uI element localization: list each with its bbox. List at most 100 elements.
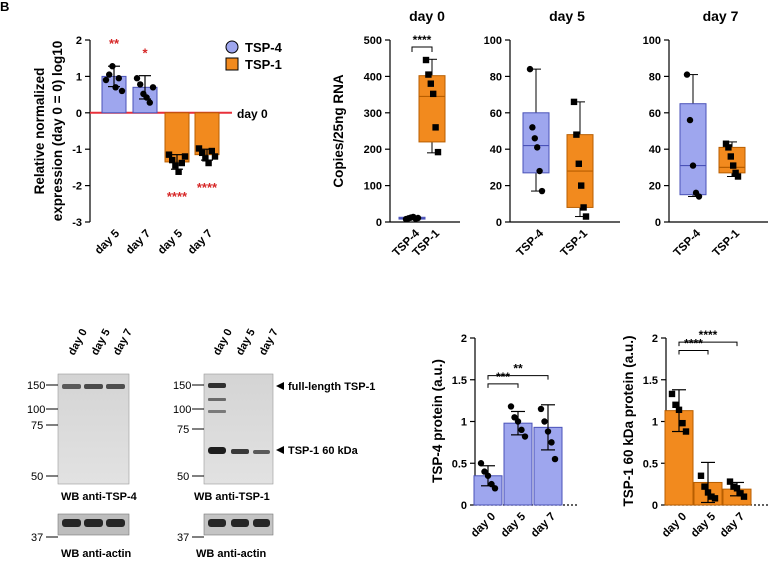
data-point — [534, 144, 541, 151]
data-point — [704, 489, 712, 496]
box — [522, 112, 550, 174]
blot-tsp1-actin-marker: 37 — [177, 532, 189, 544]
blot-tsp1-band-60kda — [208, 447, 226, 454]
y-tick-label: 0 — [461, 500, 467, 512]
data-point — [422, 56, 430, 64]
data-point — [575, 160, 582, 167]
data-point — [432, 124, 439, 131]
data-point — [722, 140, 730, 147]
blot-tsp1-band-60kda — [253, 450, 270, 454]
data-point — [146, 99, 153, 106]
data-point — [430, 90, 437, 98]
data-point — [725, 144, 732, 151]
y-tick-label: 20 — [490, 181, 502, 193]
y-tick-label: 1 — [652, 417, 658, 429]
y-tick-label: 40 — [490, 144, 502, 156]
y-tick-label: 0.5 — [643, 458, 658, 470]
y-tick-label: 0 — [496, 217, 502, 229]
y-tick-label: 60 — [490, 108, 502, 120]
data-point — [211, 153, 219, 160]
data-point — [580, 204, 587, 211]
x-tick-label: day 7 — [718, 511, 747, 540]
legend-label-tsp1: TSP-1 — [245, 57, 282, 72]
legend-swatch-tsp4 — [225, 40, 239, 54]
data-point — [668, 390, 676, 398]
chart-copies-day5: 0 20 40 60 80 100 day 5 TSP-4 TSP-1 — [484, 8, 620, 259]
data-point — [521, 433, 529, 440]
data-point — [573, 131, 580, 138]
blot-actin-band — [231, 519, 249, 527]
significance-bracket — [411, 46, 433, 52]
data-point — [195, 145, 203, 152]
blot-tsp1-marker: 75 — [177, 424, 189, 436]
data-point — [112, 84, 119, 91]
data-point — [536, 167, 543, 175]
blot-tsp1-lane-label: day 0 — [211, 327, 235, 357]
blot-tsp1-membrane — [203, 373, 274, 485]
data-point — [414, 214, 422, 222]
y-tick-label: 500 — [364, 35, 382, 47]
blot-tsp1-marker: 150 — [173, 380, 191, 392]
data-point — [732, 169, 739, 177]
blot-tsp4-marker: 75 — [31, 420, 43, 432]
y-tick-label: 2 — [461, 333, 467, 345]
blot-tsp1-caption: WB anti-TSP-1 — [194, 491, 270, 503]
y-tick-label: 0 — [76, 108, 82, 120]
x-tick-label: TSP-4 — [672, 227, 704, 259]
data-point — [683, 71, 691, 78]
y-tick-label: 1 — [76, 71, 82, 83]
blot-actin-band — [106, 519, 125, 527]
blot-actin-band — [253, 519, 270, 527]
y-tick-label: 80 — [649, 71, 661, 83]
blot-actin-band — [84, 519, 103, 527]
y-tick-label: 40 — [649, 144, 661, 156]
data-point — [570, 98, 578, 106]
blot-tsp4-marker: 100 — [27, 404, 45, 416]
blot-tsp4-lane-label: day 7 — [111, 327, 135, 357]
significance-bracket — [678, 350, 709, 355]
data-point — [582, 213, 590, 220]
y-tick-label: 200 — [364, 144, 382, 156]
blot-tsp4-actin-caption: WB anti-actin — [61, 548, 132, 560]
blot-tsp1-marker: 50 — [177, 471, 189, 483]
legend-swatch-tsp1 — [225, 57, 239, 71]
blot-tsp1-actin-caption: WB anti-actin — [196, 548, 267, 560]
y-tick-label: 60 — [649, 108, 661, 120]
data-point — [133, 75, 141, 82]
data-point — [143, 94, 150, 101]
data-point — [427, 80, 434, 87]
y-tick-label: 100 — [643, 35, 661, 47]
box — [718, 146, 746, 174]
y-tick-label: 1 — [461, 417, 467, 429]
significance-label: **** — [167, 189, 188, 204]
y-tick-label: 400 — [364, 71, 382, 83]
chart-tsp1-protein: 0 0.5 1 1.5 2 TSP-1 60 kDa protein (a.u.) day … — [621, 328, 768, 540]
data-point — [202, 155, 209, 162]
x-tick-label: day 0 — [469, 511, 498, 540]
blot-tsp1-band — [208, 398, 226, 401]
blot-tsp4-lane-label: day 0 — [66, 327, 90, 357]
y-axis-label: expression (day 0 = 0) log10 — [50, 41, 65, 221]
data-point — [740, 493, 748, 500]
x-tick-label: TSP-1 — [559, 227, 591, 259]
y-tick-label: 0 — [652, 500, 658, 512]
y-axis-label: Copies/25ng RNA — [331, 74, 346, 188]
reference-line-label: day 0 — [237, 107, 268, 121]
data-point — [737, 490, 744, 497]
x-tick-label: day 7 — [124, 228, 153, 257]
data-point — [488, 480, 495, 488]
y-tick-label: 100 — [364, 181, 382, 193]
data-point — [695, 193, 703, 200]
blot-tsp4-band — [62, 384, 81, 389]
band-arrow-icon — [276, 446, 284, 454]
y-axis-label: TSP-4 protein (a.u.) — [430, 359, 445, 483]
band-arrow-icon — [276, 382, 284, 390]
data-point — [511, 414, 518, 421]
blot-tsp4-lane-label: day 5 — [89, 327, 113, 357]
data-point — [697, 472, 705, 479]
chart-title: day 7 — [703, 8, 739, 24]
data-point — [734, 173, 742, 180]
data-point — [115, 75, 123, 82]
blot-tsp1-lane-label: day 5 — [234, 327, 258, 357]
panel-letter: B — [0, 0, 9, 14]
